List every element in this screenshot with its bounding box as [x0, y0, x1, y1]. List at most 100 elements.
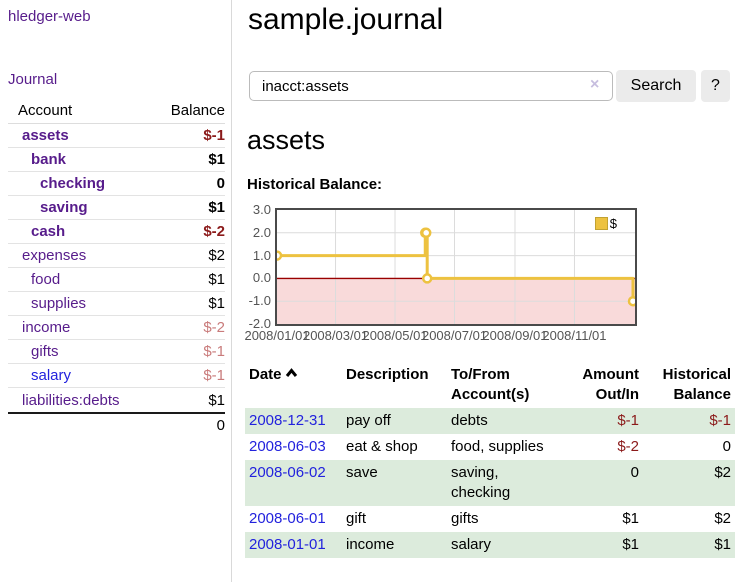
legend-swatch-icon: [594, 217, 608, 230]
chart-y-axis-label: 3.0: [252, 202, 271, 217]
register-row: 2008-12-31 pay off debts $-1 $-1: [245, 408, 735, 434]
transaction-balance: $2: [714, 464, 731, 481]
chart-x-axis-label: 2008/01/01: [244, 328, 310, 343]
transaction-accounts: salary: [451, 536, 492, 553]
account-row: food $1: [8, 268, 225, 292]
clear-search-icon[interactable]: ×: [590, 76, 600, 93]
account-row: bank $1: [8, 148, 225, 172]
accounts-total-row: 0: [8, 412, 225, 437]
transaction-accounts: gifts: [451, 510, 479, 527]
chart-x-axis-label: 2008/05/01: [362, 328, 428, 343]
transaction-amount: $1: [622, 536, 639, 553]
chart-x-axis-label: 2008/07/01: [421, 328, 488, 343]
chart-y-axis-label: 2.0: [252, 224, 271, 240]
chart-y-axis-label: 0.0: [252, 270, 271, 286]
account-column-header: Account: [18, 102, 73, 119]
account-balance: $2: [208, 247, 225, 264]
account-balance: $1: [208, 391, 225, 409]
chart-legend: $: [594, 216, 617, 231]
sidebar-account-link[interactable]: income: [22, 319, 71, 336]
column-header-amount: Amount Out/In: [582, 366, 639, 403]
account-balance: $1: [208, 199, 225, 216]
sidebar-account-link[interactable]: checking: [40, 175, 106, 192]
chart-plot: $: [275, 208, 637, 326]
chart-x-axis-label: 2008/11/01: [542, 328, 607, 343]
transaction-description: eat & shop: [346, 438, 418, 455]
column-header-date[interactable]: Date: [245, 362, 342, 408]
sidebar-account-link[interactable]: expenses: [22, 247, 87, 264]
transaction-balance: $2: [714, 510, 731, 527]
accounts-header-row: Account Balance: [8, 98, 225, 124]
sidebar-account-link[interactable]: assets: [22, 127, 69, 144]
chart-x-axis-label: 2008/03/01: [302, 328, 369, 343]
brand-link[interactable]: hledger-web: [8, 8, 91, 25]
balance-chart: 3.0 2.0 1.0 0.0 -1.0 -2.0 $ 2008/01/01 2008/03…: [229, 200, 711, 345]
account-balance: 0: [216, 175, 225, 192]
account-balance: $-1: [203, 343, 225, 360]
transaction-date-link[interactable]: 2008-01-01: [249, 536, 326, 553]
chart-x-axis-label: 2008/09/01: [482, 328, 548, 343]
account-row: liabilities:debts $1: [8, 388, 225, 412]
transaction-date-link[interactable]: 2008-06-03: [249, 438, 326, 455]
column-header-description: Description: [346, 366, 429, 383]
account-row: supplies $1: [8, 292, 225, 316]
transaction-amount: 0: [630, 464, 639, 481]
transaction-amount: $-1: [617, 412, 639, 429]
sidebar-account-link[interactable]: supplies: [31, 295, 87, 312]
account-row: income $-2: [8, 316, 225, 340]
account-row: gifts $-1: [8, 340, 225, 364]
account-balance: $-1: [203, 367, 225, 384]
accounts-table: Account Balance assets $-1 bank $1 checking 0…: [8, 98, 225, 437]
page-title: sample.journal: [248, 3, 444, 36]
transaction-amount: $1: [622, 510, 639, 527]
chart-y-axis-label: -1.0: [248, 293, 271, 309]
transaction-accounts: saving, checking: [451, 464, 511, 501]
account-balance: $1: [208, 295, 225, 312]
register-header-row: Date Description To/From Account(s) Amou…: [245, 362, 735, 408]
nav-journal-link[interactable]: Journal: [8, 71, 58, 88]
transaction-balance: 0: [722, 438, 731, 455]
column-header-balance: Historical Balance: [662, 366, 731, 403]
sidebar-account-link[interactable]: bank: [31, 151, 67, 168]
help-button[interactable]: ?: [701, 70, 730, 102]
chart-y-axis-label: 1.0: [252, 247, 271, 263]
accounts-total-value: 0: [216, 417, 225, 434]
search-button[interactable]: Search: [616, 70, 696, 102]
sidebar-account-link[interactable]: gifts: [31, 343, 59, 360]
transaction-date-link[interactable]: 2008-12-31: [249, 412, 326, 429]
account-balance: $-2: [203, 223, 225, 240]
transaction-description: gift: [346, 510, 367, 527]
account-row: cash $-2: [8, 220, 225, 244]
column-header-accounts: To/From Account(s): [451, 366, 530, 403]
transaction-date-link[interactable]: 2008-06-02: [249, 464, 326, 481]
chart-svg: [277, 210, 635, 324]
chart-y-axis-label: -2.0: [248, 316, 271, 331]
account-balance: $1: [208, 151, 225, 168]
transaction-accounts: food, supplies: [451, 438, 544, 455]
transaction-date-link[interactable]: 2008-06-01: [249, 510, 326, 527]
transaction-description: pay off: [346, 412, 391, 429]
register-row: 2008-06-02 save saving, checking 0 $2: [245, 460, 735, 506]
account-balance: $-1: [203, 127, 225, 144]
register-row: 2008-06-03 eat & shop food, supplies $-2 0: [245, 434, 735, 460]
account-heading: assets: [247, 125, 326, 155]
sidebar: hledger-web Journal Account Balance asse…: [0, 0, 232, 582]
transaction-balance: $1: [714, 536, 731, 553]
register-row: 2008-01-01 income salary $1 $1: [245, 532, 735, 558]
sidebar-account-link[interactable]: saving: [40, 199, 88, 216]
register-row: 2008-06-01 gift gifts $1 $2: [245, 506, 735, 532]
sidebar-account-link[interactable]: salary: [31, 367, 72, 384]
transaction-description: income: [346, 536, 395, 553]
transaction-balance: $-1: [709, 412, 731, 429]
search-input[interactable]: [249, 71, 613, 101]
register-table: Date Description To/From Account(s) Amou…: [245, 362, 735, 558]
transaction-accounts: debts: [451, 412, 488, 429]
account-row: checking 0: [8, 172, 225, 196]
sidebar-account-link[interactable]: liabilities:debts: [22, 391, 120, 409]
chart-title: Historical Balance:: [247, 176, 383, 193]
sidebar-account-link[interactable]: cash: [31, 223, 66, 240]
sidebar-account-link[interactable]: food: [31, 271, 61, 288]
account-row: salary $-1: [8, 364, 225, 388]
transaction-amount: $-2: [617, 438, 639, 455]
account-balance: $1: [208, 271, 225, 288]
